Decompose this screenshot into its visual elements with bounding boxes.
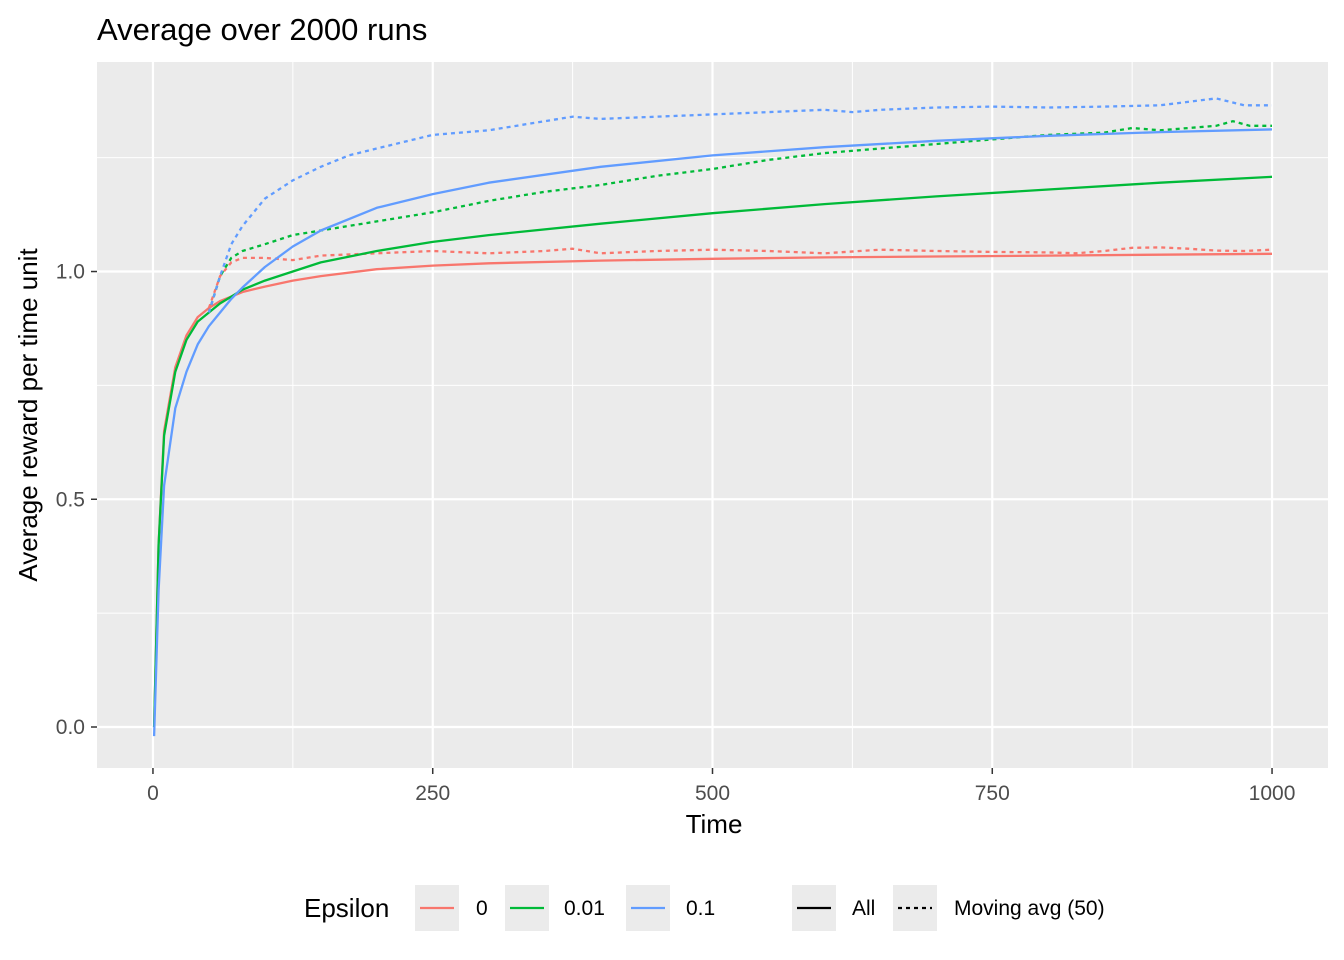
x-tick-label: 750 [975,782,1010,805]
y-tick-label: 0.5 [56,488,85,511]
series-line-eps-0-1-moving-avg [207,97,1272,313]
chart-title: Average over 2000 runs [97,12,427,47]
x-tick-label: 1000 [1249,782,1296,805]
x-axis-title: Time [686,809,743,839]
legend-label: All [852,897,875,920]
x-axis-ticks: 0 250 500 750 1000 [147,768,1295,805]
y-tick-label: 0.0 [56,716,85,739]
x-tick-label: 0 [147,782,159,805]
legend: Epsilon 0 0.01 0.1 All Moving avg (50) [304,885,1105,931]
y-axis-ticks: 0.0 0.5 1.0 [56,261,97,739]
y-axis-title: Average reward per time unit [13,248,43,582]
y-tick-label: 1.0 [56,261,85,284]
data-lines [152,97,1273,737]
legend-title: Epsilon [304,893,389,923]
series-line-eps-0-01-moving-avg [207,120,1272,313]
series-line-eps-0-all [152,252,1273,728]
legend-label: 0 [476,897,488,920]
legend-label: Moving avg (50) [954,897,1105,920]
major-gridlines [97,62,1328,768]
legend-label: 0.1 [686,897,715,920]
series-line-eps-0-01-all [152,175,1273,728]
series-line-eps-0-moving-avg [207,246,1273,309]
legend-label: 0.01 [564,897,605,920]
x-tick-label: 500 [695,782,730,805]
series-line-eps-0-1-all [152,128,1273,737]
x-tick-label: 250 [415,782,450,805]
